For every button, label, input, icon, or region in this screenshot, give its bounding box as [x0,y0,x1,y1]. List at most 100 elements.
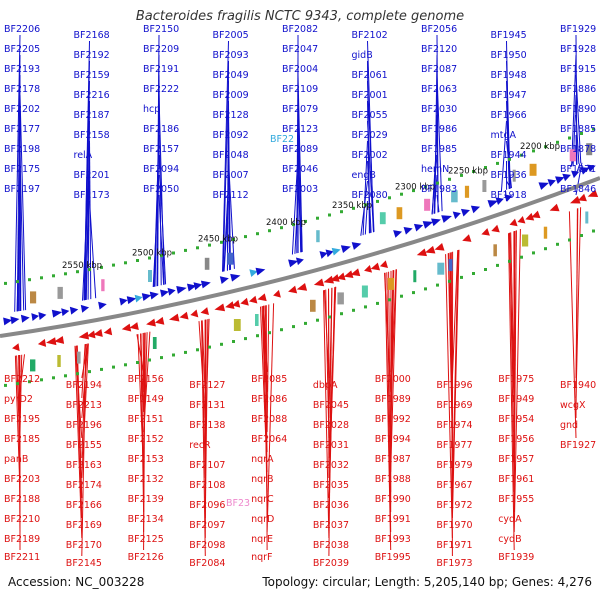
feature-block-upper [316,230,320,243]
gene-label: BF2088 [251,414,287,425]
gene-label: BF2097 [189,520,225,531]
gene-label: BF1927 [560,440,596,451]
tick-dot-lower [88,370,91,374]
reverse-gene-arrow [379,260,389,269]
tick-dot-lower [520,255,523,259]
gene-label: BF2168 [74,30,110,41]
tick-dot-lower [52,376,55,380]
reverse-gene-arrow [323,275,334,284]
gene-connector [451,249,459,499]
gene-label: BF2169 [66,520,102,531]
tick-dot-lower [460,275,463,279]
gene-label: BF2211 [4,552,40,563]
tick-dot-upper [352,206,355,210]
forward-gene-arrow [504,194,513,202]
gene-label: pyrD2 [4,394,33,405]
gene-connector [575,74,582,164]
tick-dot-upper [568,136,571,140]
genome-backbone [0,176,600,338]
forward-gene-arrow [288,259,299,268]
highlight-gene-label: BF23 [226,498,250,509]
tick-dot-lower [400,294,403,298]
reverse-gene-arrow [240,297,249,306]
gene-label: BF2093 [213,50,249,61]
gene-connector [16,194,21,312]
gene-label: BF2134 [128,514,164,525]
feature-block-upper [569,149,576,162]
forward-gene-arrow [20,314,30,323]
gene-label: BF2050 [143,184,179,195]
gene-connector [508,233,515,551]
tick-dot-lower [484,268,487,271]
gene-label: BF2209 [143,44,179,55]
gene-label: nqrD [251,514,274,525]
tick-dot-upper [448,177,451,181]
tick-dot-upper [148,256,151,260]
gene-label: BF2004 [282,64,318,75]
tick-dot-upper [160,254,163,258]
gene-label: BF2109 [282,84,318,95]
gene-label: BF2157 [143,144,179,155]
forward-gene-arrow [98,301,107,310]
tick-dot-upper [376,199,379,203]
tick-dot-lower [424,287,427,291]
feature-block-lower [437,262,445,275]
tick-dot-lower [280,328,283,332]
gene-connector [140,333,145,513]
gene-label: BF2127 [189,380,225,391]
feature-block-upper [396,207,403,220]
forward-gene-arrow [200,280,211,289]
gene-connector [19,94,27,311]
feature-block-upper [204,257,210,270]
reverse-gene-arrow [517,215,526,224]
gene-label: BF2084 [189,558,225,569]
gene-label: BF2213 [66,400,102,411]
feature-block-lower [413,270,417,283]
gene-connector [436,194,440,213]
gene-label: BF2210 [4,514,40,525]
gene-label: BF1996 [436,380,472,391]
forward-gene-arrow [134,294,143,303]
gene-label: BF2194 [66,380,102,391]
forward-gene-arrow [176,286,187,294]
gene-label: hemN [421,164,449,175]
gene-label: BF2046 [282,164,318,175]
gene-label: BF2197 [4,184,40,195]
gene-label: BF2132 [128,474,164,485]
gene-label: BF2188 [4,494,40,505]
gene-label: BF2038 [313,540,349,551]
tick-dot-upper [544,145,547,149]
forward-gene-arrow [495,197,504,205]
gene-label: BF2163 [66,460,102,471]
gene-label: BF1985 [421,144,457,155]
tick-dot-lower [160,356,163,360]
gene-connector [323,290,330,539]
gene-label: BF1970 [436,520,472,531]
tick-dot-upper [220,240,223,244]
gene-label: cydA [498,514,522,525]
tick-dot-upper [460,173,463,177]
gene-label: BF1886 [560,84,596,95]
reverse-gene-arrow [248,295,258,304]
gene-label: BF2107 [189,460,225,471]
gene-connector [575,134,577,165]
reverse-gene-arrow [257,293,267,302]
gene-connector [506,100,510,189]
forward-gene-arrow [80,304,90,313]
gene-label: BF2193 [4,64,40,75]
gene-label: BF1975 [498,374,534,385]
gene-label: BF1915 [560,64,596,75]
gene-connector [445,254,453,539]
gene-label: BF1986 [421,124,457,135]
gene-connector [223,200,229,272]
gene-label: BF2089 [282,144,318,155]
gene-label: BF1990 [375,494,411,505]
gene-label: relA [74,150,93,161]
tick-dot-lower [556,242,559,246]
gene-connector [228,160,235,269]
gene-label: hcp [143,104,160,115]
gene-connector [367,160,372,233]
reverse-gene-arrow [78,331,90,340]
gene-label: BF1944 [491,150,527,161]
